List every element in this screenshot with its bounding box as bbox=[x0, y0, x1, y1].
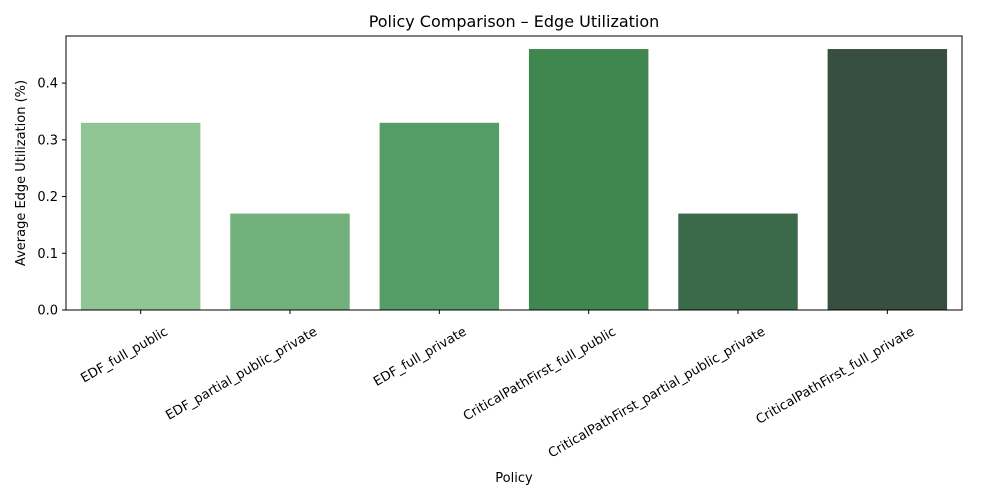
bar-CriticalPathFirst_full_public bbox=[528, 49, 649, 311]
bar-CriticalPathFirst_partial_public_private bbox=[678, 213, 798, 310]
bar-CriticalPathFirst_full_private bbox=[827, 49, 948, 311]
bars-group bbox=[80, 49, 948, 311]
y-tick-label: 0.1 bbox=[37, 247, 58, 262]
y-tick-label: 0.3 bbox=[37, 133, 58, 148]
y-axis: 0.0 0.1 0.2 0.3 0.4 bbox=[37, 77, 66, 319]
x-axis-label: Policy bbox=[495, 471, 533, 486]
bar-EDF_full_private bbox=[379, 122, 500, 310]
bar-EDF_full_public bbox=[80, 122, 201, 310]
chart-title: Policy Comparison – Edge Utilization bbox=[369, 12, 660, 31]
y-tick-label: 0.2 bbox=[37, 190, 58, 205]
plot-frame bbox=[65, 35, 963, 311]
bar-EDF_partial_public_private bbox=[230, 213, 350, 310]
y-axis-label: Average Edge Utilization (%) bbox=[14, 80, 29, 266]
y-tick-label: 0.4 bbox=[37, 77, 58, 92]
y-tick-label: 0.0 bbox=[37, 304, 58, 319]
